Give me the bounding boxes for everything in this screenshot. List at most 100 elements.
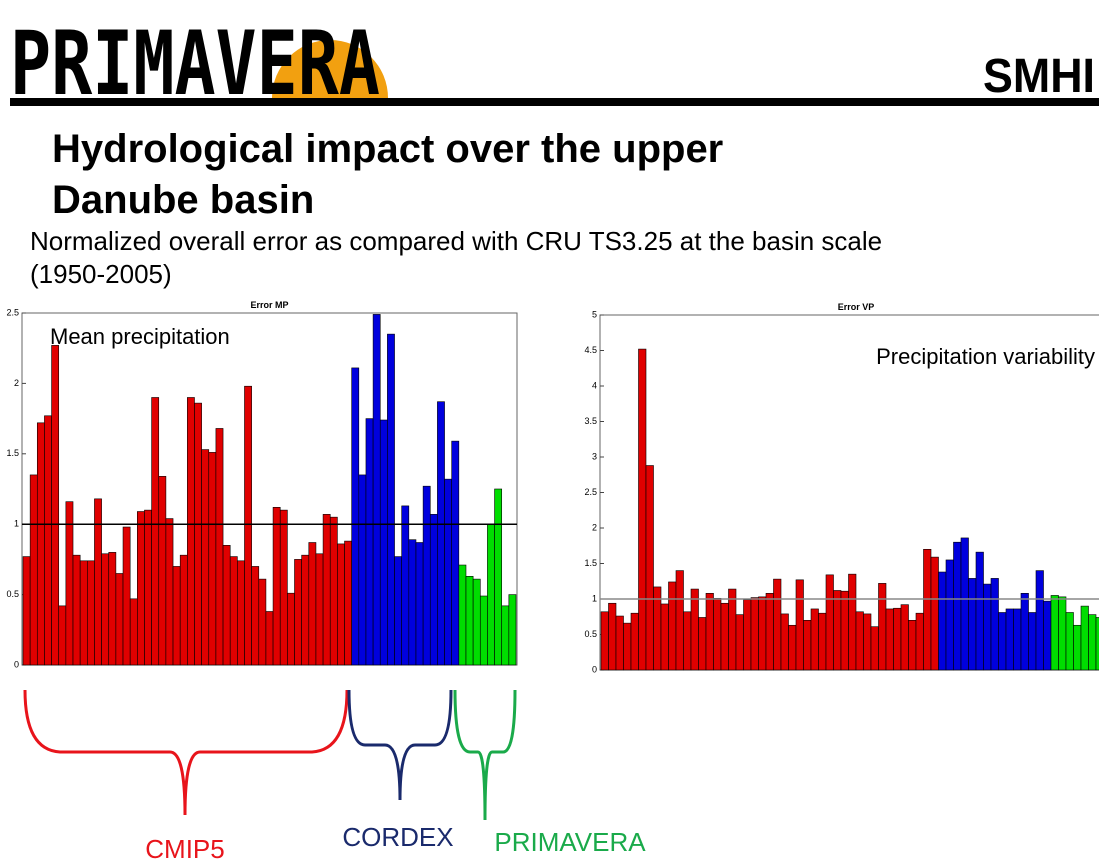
y-tick-label: 0 bbox=[14, 659, 19, 669]
bar bbox=[122, 526, 131, 666]
bar bbox=[698, 617, 707, 671]
bar bbox=[863, 613, 872, 671]
bar bbox=[365, 418, 374, 666]
bar bbox=[422, 485, 431, 666]
bar bbox=[1005, 608, 1014, 671]
bar bbox=[1013, 608, 1022, 671]
bar bbox=[1020, 593, 1029, 671]
bar bbox=[998, 612, 1007, 671]
bar bbox=[129, 598, 138, 666]
bar bbox=[451, 440, 460, 666]
y-tick-label: 2 bbox=[592, 522, 597, 532]
bar bbox=[358, 474, 367, 666]
bar bbox=[287, 592, 295, 666]
bar bbox=[272, 507, 281, 666]
y-tick-label: 4 bbox=[592, 380, 597, 390]
bar bbox=[301, 554, 310, 666]
bar bbox=[51, 345, 60, 666]
bar bbox=[237, 560, 245, 666]
bar bbox=[728, 588, 737, 671]
bar bbox=[222, 545, 231, 666]
bar bbox=[983, 583, 992, 671]
bar bbox=[690, 588, 699, 671]
y-tick-label: 2.5 bbox=[6, 307, 19, 317]
bar bbox=[351, 367, 360, 666]
y-tick-label: 2 bbox=[14, 378, 19, 388]
bar bbox=[479, 595, 488, 666]
bar bbox=[803, 619, 812, 671]
bar bbox=[1073, 624, 1082, 671]
bar bbox=[144, 509, 152, 666]
chart bbox=[599, 314, 1099, 671]
group-label: CMIP5 bbox=[145, 834, 224, 861]
bar bbox=[372, 314, 381, 666]
y-tick-label: 1 bbox=[592, 593, 597, 603]
bar bbox=[36, 422, 45, 666]
bar bbox=[487, 523, 495, 666]
bar bbox=[79, 560, 88, 666]
bar bbox=[458, 564, 467, 666]
bar bbox=[294, 559, 302, 666]
y-tick-label: 1 bbox=[14, 519, 19, 529]
bar bbox=[848, 573, 857, 671]
bar bbox=[885, 608, 894, 671]
bar bbox=[720, 602, 729, 671]
bar bbox=[713, 597, 722, 671]
y-tick-label: 3.5 bbox=[584, 416, 597, 426]
bar bbox=[1028, 612, 1037, 671]
bar bbox=[683, 611, 692, 671]
bar bbox=[878, 583, 887, 671]
bar bbox=[668, 581, 677, 671]
bar bbox=[1095, 617, 1099, 671]
bar bbox=[508, 594, 517, 666]
bar bbox=[1050, 595, 1059, 671]
title: Danube basin bbox=[52, 178, 314, 222]
bar bbox=[158, 476, 167, 666]
bar bbox=[137, 511, 145, 666]
bar bbox=[315, 553, 324, 666]
bar bbox=[151, 397, 160, 666]
chart bbox=[21, 312, 518, 666]
annotation: Mean precipitation bbox=[50, 324, 230, 349]
bar bbox=[765, 593, 774, 671]
bar bbox=[630, 612, 639, 671]
subtitle: (1950-2005) bbox=[30, 259, 172, 289]
logo-mask bbox=[260, 99, 400, 159]
bar bbox=[1080, 605, 1089, 671]
bar bbox=[833, 590, 842, 671]
bar bbox=[22, 556, 31, 666]
bar bbox=[29, 474, 38, 666]
bar bbox=[322, 514, 331, 666]
bar bbox=[1058, 596, 1067, 671]
bar bbox=[870, 626, 879, 671]
bar bbox=[600, 611, 609, 671]
bar bbox=[930, 556, 939, 671]
y-tick-label: 0.5 bbox=[6, 589, 19, 599]
bar bbox=[773, 578, 782, 671]
bar bbox=[795, 579, 804, 671]
chart-title: Error MP bbox=[250, 300, 288, 310]
bar bbox=[818, 612, 827, 671]
bar bbox=[705, 593, 714, 671]
bar bbox=[788, 624, 797, 671]
bar bbox=[72, 554, 81, 666]
bar bbox=[165, 518, 174, 666]
subtitle: Normalized overall error as compared wit… bbox=[30, 226, 882, 256]
bar bbox=[780, 613, 789, 671]
bar bbox=[258, 578, 267, 666]
y-tick-label: 0.5 bbox=[584, 629, 597, 639]
bar bbox=[915, 612, 924, 671]
y-tick-label: 2.5 bbox=[584, 487, 597, 497]
bar bbox=[615, 615, 624, 671]
bar bbox=[194, 402, 202, 666]
bar bbox=[1043, 600, 1052, 671]
bar bbox=[645, 465, 654, 671]
bar bbox=[108, 552, 117, 666]
bar bbox=[953, 541, 962, 671]
bar bbox=[187, 397, 195, 666]
brace-primavera bbox=[453, 689, 517, 821]
bar bbox=[394, 556, 402, 666]
bar bbox=[279, 509, 288, 666]
bar bbox=[65, 501, 74, 666]
bar bbox=[308, 542, 317, 666]
